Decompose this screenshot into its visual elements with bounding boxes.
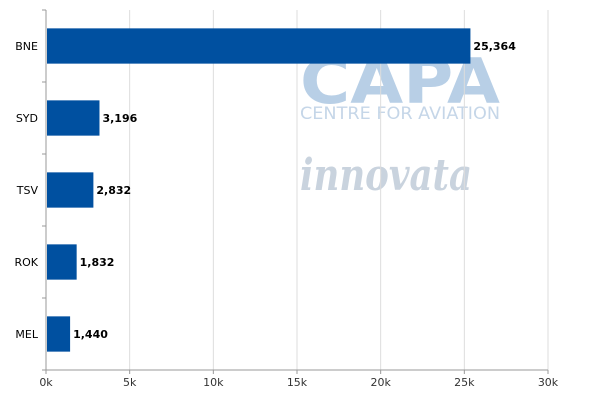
bar-bne <box>47 28 471 64</box>
grid-lines <box>129 10 549 370</box>
category-label: BNE <box>15 40 38 53</box>
labels: 0k 5k 10k 15k 20k 25k 30k BNE 25,364 SYD 3,196 TSV 2… <box>14 40 558 389</box>
data-label: 3,196 <box>102 112 137 125</box>
data-label: 2,832 <box>96 184 131 197</box>
bar-mel <box>47 316 71 352</box>
bar-rok <box>47 244 77 280</box>
x-tick-label: 0k <box>39 376 53 389</box>
axes <box>42 9 549 374</box>
data-label: 1,440 <box>73 328 108 341</box>
bars <box>47 28 471 352</box>
category-label: TSV <box>16 184 39 197</box>
bar-syd <box>47 100 100 136</box>
data-label: 25,364 <box>473 40 516 53</box>
x-tick-label: 15k <box>287 376 308 389</box>
x-tick-label: 5k <box>123 376 137 389</box>
x-tick-label: 20k <box>370 376 391 389</box>
category-label: MEL <box>15 328 38 341</box>
watermark-capa-tagline: CENTRE FOR AVIATION <box>300 104 500 124</box>
data-label: 1,832 <box>80 256 115 269</box>
x-tick-label: 10k <box>203 376 224 389</box>
category-label: ROK <box>14 256 38 269</box>
category-label: SYD <box>16 112 38 125</box>
bar-tsv <box>47 172 94 208</box>
x-tick-label: 30k <box>538 376 559 389</box>
x-tick-label: 25k <box>454 376 475 389</box>
watermark-innovata-logo: innovata <box>300 150 472 201</box>
watermark: CAPA CENTRE FOR AVIATION innovata <box>300 45 500 201</box>
